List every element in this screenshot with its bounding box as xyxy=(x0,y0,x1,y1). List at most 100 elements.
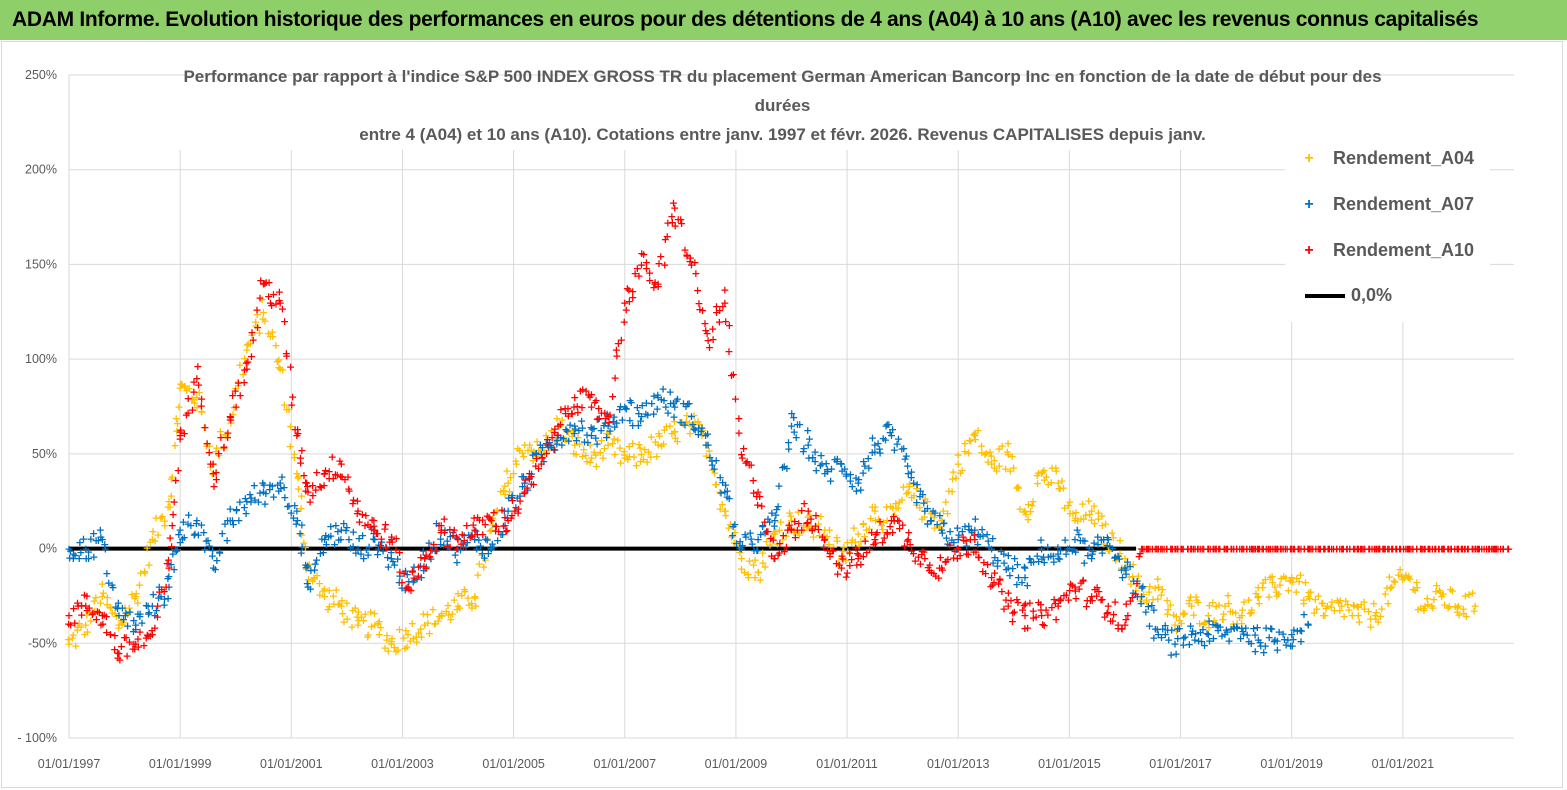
point-a07: + xyxy=(65,552,74,565)
point-a07: + xyxy=(893,437,902,450)
point-a07: + xyxy=(615,403,624,416)
point-a04: + xyxy=(1239,595,1248,608)
point-a10: + xyxy=(247,326,256,339)
point-a07: + xyxy=(890,443,899,456)
point-a07: + xyxy=(1137,590,1146,603)
point-a07: + xyxy=(817,449,826,462)
point-a04: + xyxy=(964,446,973,459)
point-a10: + xyxy=(385,536,394,549)
point-a07: + xyxy=(741,531,750,544)
point-a10: + xyxy=(625,295,634,308)
point-a07: + xyxy=(527,468,536,481)
point-a10: + xyxy=(349,493,358,506)
point-a04: + xyxy=(921,493,930,506)
point-a10: + xyxy=(862,546,871,559)
point-a07: + xyxy=(333,525,342,538)
point-a10: + xyxy=(1370,543,1379,556)
point-a07: + xyxy=(1202,627,1211,640)
point-a10: + xyxy=(223,426,232,439)
point-a04: + xyxy=(81,618,90,631)
point-a10: + xyxy=(573,400,582,413)
point-a04: + xyxy=(1179,607,1188,620)
point-a07: + xyxy=(250,479,259,492)
point-a04: + xyxy=(1437,590,1446,603)
point-a10: + xyxy=(333,469,342,482)
point-a07: + xyxy=(589,422,598,435)
point-a10: + xyxy=(806,513,815,526)
point-a04: + xyxy=(564,426,573,439)
point-a10: + xyxy=(645,274,654,287)
point-a04: + xyxy=(370,618,379,631)
point-a10: + xyxy=(1138,543,1147,556)
x-tick-label: 01/01/2011 xyxy=(816,757,878,771)
point-a10: + xyxy=(547,431,556,444)
point-a10: + xyxy=(443,540,452,553)
point-a04: + xyxy=(160,519,169,532)
point-a04: + xyxy=(977,446,986,459)
point-a07: + xyxy=(987,543,996,556)
point-a10: + xyxy=(829,544,838,557)
point-a10: + xyxy=(102,610,111,623)
point-a04: + xyxy=(117,614,126,627)
point-a10: + xyxy=(676,213,685,226)
point-a07: + xyxy=(636,415,645,428)
point-a07: + xyxy=(102,567,111,580)
point-a10: + xyxy=(1463,543,1472,556)
point-a07: + xyxy=(1049,550,1058,563)
point-a04: + xyxy=(957,464,966,477)
point-a10: + xyxy=(543,439,552,452)
point-a04: + xyxy=(1336,594,1345,607)
point-a07: + xyxy=(942,531,951,544)
point-a10: + xyxy=(514,503,523,516)
point-a07: + xyxy=(1283,634,1292,647)
point-a04: + xyxy=(318,584,327,597)
point-a04: + xyxy=(1218,613,1227,626)
point-a07: + xyxy=(404,575,413,588)
point-a04: + xyxy=(132,587,141,600)
point-a07: + xyxy=(397,581,406,594)
point-a07: + xyxy=(1068,544,1077,557)
point-a04: + xyxy=(312,569,321,582)
point-a10: + xyxy=(291,423,300,436)
point-a04: + xyxy=(760,560,769,573)
point-a04: + xyxy=(1150,582,1159,595)
point-a10: + xyxy=(793,524,802,537)
point-a10: + xyxy=(1177,543,1186,556)
point-a04: + xyxy=(202,439,211,452)
point-a10: + xyxy=(100,608,109,621)
point-a10: + xyxy=(825,550,834,563)
point-a07: + xyxy=(89,550,98,563)
point-a10: + xyxy=(590,396,599,409)
point-a04: + xyxy=(431,617,440,630)
point-a10: + xyxy=(223,431,232,444)
point-a10: + xyxy=(1090,583,1099,596)
point-a04: + xyxy=(1423,598,1432,611)
point-a07: + xyxy=(883,418,892,431)
point-a07: + xyxy=(1224,634,1233,647)
point-a04: + xyxy=(151,512,160,525)
point-a04: + xyxy=(442,605,451,618)
point-a07: + xyxy=(1167,624,1176,637)
point-a07: + xyxy=(1111,551,1120,564)
point-a04: + xyxy=(1423,592,1432,605)
point-a10: + xyxy=(1148,543,1157,556)
point-a10: + xyxy=(81,599,90,612)
point-a07: + xyxy=(444,541,453,554)
point-a04: + xyxy=(860,530,869,543)
point-a07: + xyxy=(1078,534,1087,547)
point-a10: + xyxy=(1446,543,1455,556)
point-a04: + xyxy=(373,617,382,630)
point-a07: + xyxy=(269,491,278,504)
point-a10: + xyxy=(639,248,648,261)
point-a10: + xyxy=(1012,593,1021,606)
point-a10: + xyxy=(1047,601,1056,614)
point-a07: + xyxy=(1145,619,1154,632)
point-a07: + xyxy=(975,530,984,543)
point-a10: + xyxy=(170,495,179,508)
point-a10: + xyxy=(1345,543,1354,556)
point-a07: + xyxy=(716,471,725,484)
point-a10: + xyxy=(1198,543,1207,556)
point-a10: + xyxy=(168,508,177,521)
point-a04: + xyxy=(745,555,754,568)
point-a04: + xyxy=(600,442,609,455)
